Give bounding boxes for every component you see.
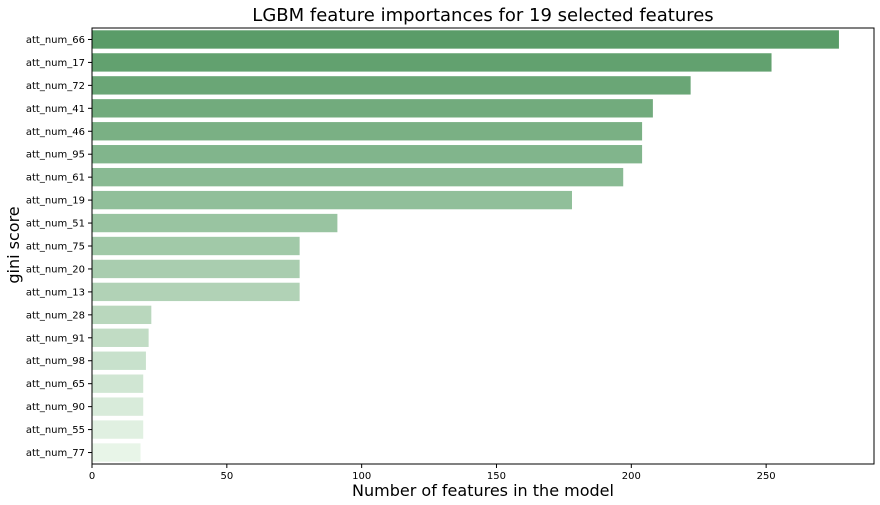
y-tick-label: att_num_20 (26, 264, 85, 275)
y-tick-label: att_num_95 (26, 150, 85, 161)
x-tick-label: 150 (487, 471, 506, 482)
y-tick-label: att_num_98 (26, 356, 85, 367)
bar-att-num-61 (92, 167, 624, 187)
bar-att-num-90 (92, 397, 144, 416)
y-tick-label: att_num_72 (26, 81, 85, 92)
bar-att-num-72 (92, 76, 691, 95)
y-tick-label: att_num_13 (26, 287, 85, 298)
y-tick-label: att_num_17 (26, 58, 85, 69)
bar-att-num-91 (92, 328, 149, 347)
bar-att-num-28 (92, 305, 152, 325)
bar-att-num-51 (92, 213, 338, 233)
chart-title: LGBM feature importances for 19 selected… (252, 5, 713, 26)
y-tick-label: att_num_19 (26, 196, 85, 207)
y-tick-label: att_num_65 (26, 379, 85, 390)
bar-att-num-95 (92, 145, 643, 164)
y-tick-label: att_num_66 (26, 35, 85, 46)
y-tick-label: att_num_55 (26, 425, 85, 436)
bar-att-num-20 (92, 259, 300, 279)
bar-att-num-13 (92, 282, 300, 302)
y-tick-label: att_num_77 (26, 448, 85, 459)
bar-att-num-98 (92, 351, 146, 370)
x-tick-label: 100 (352, 471, 371, 482)
y-tick-label: att_num_75 (26, 242, 85, 253)
bar-att-num-75 (92, 236, 300, 256)
bar-att-num-19 (92, 190, 572, 210)
x-tick-label: 50 (220, 471, 233, 482)
x-tick-label: 0 (89, 471, 95, 482)
axes-frame (91, 27, 875, 465)
x-axis-label: Number of features in the model (352, 481, 614, 500)
y-tick-label: att_num_90 (26, 402, 85, 413)
x-tick-label: 200 (622, 471, 641, 482)
bar-att-num-77 (92, 443, 141, 462)
y-tick-label: att_num_41 (26, 104, 85, 115)
plot-area: att_num_66 att_num_17 att_num_72 att_num_41… (26, 27, 875, 482)
y-tick-label: att_num_28 (26, 310, 85, 321)
y-tick-label: att_num_91 (26, 333, 85, 344)
y-tick-label: att_num_51 (26, 219, 85, 230)
bar-att-num-41 (92, 99, 653, 118)
bar-att-num-17 (92, 53, 772, 72)
bar-att-num-55 (92, 420, 144, 439)
bar-att-num-46 (92, 122, 643, 141)
bar-att-num-66 (92, 30, 839, 49)
y-axis-label: gini score (4, 206, 23, 283)
x-tick-label: 250 (757, 471, 776, 482)
bar-att-num-65 (92, 374, 144, 393)
y-tick-label: att_num_61 (26, 173, 85, 184)
y-tick-label: att_num_46 (26, 127, 85, 138)
